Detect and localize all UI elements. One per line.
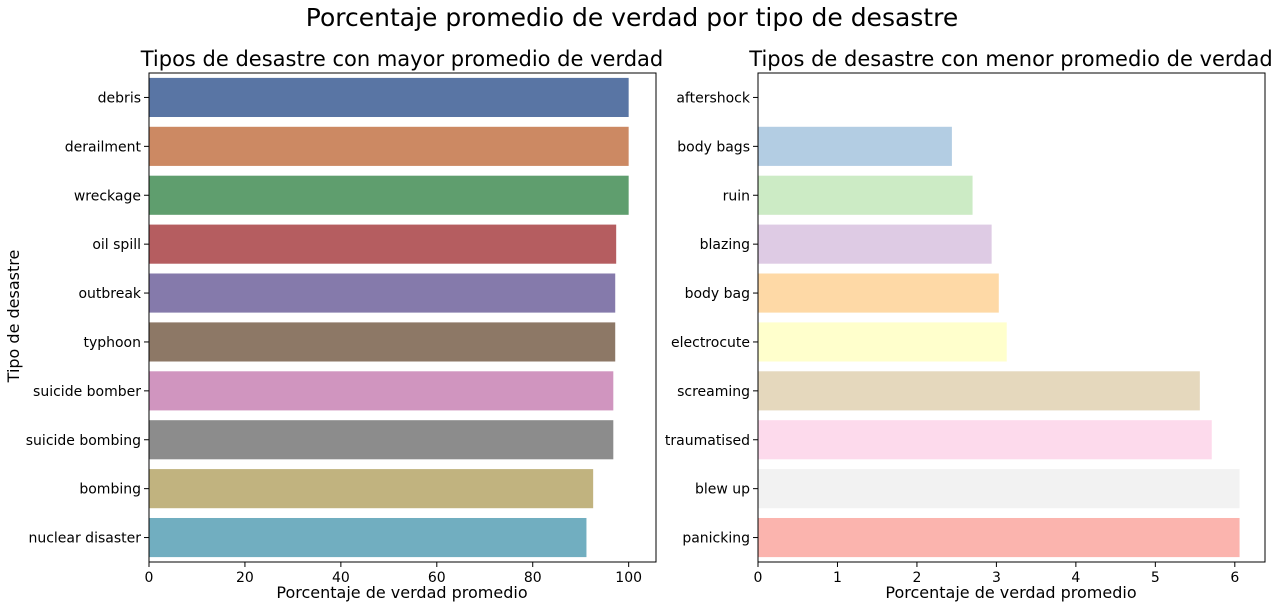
x-tick-label: 5 [1151,570,1160,586]
x-tick-label: 20 [236,570,254,586]
y-axis-label: Tipo de desastre [4,250,23,384]
chart-panel-lowest: Tipos de desastre con menor promedio de … [665,47,1272,602]
chart-panel-highest: Tipos de desastre con mayor promedio de … [4,47,663,602]
bar [758,517,1240,558]
x-tick-label: 60 [428,570,446,586]
x-tick-label: 6 [1230,570,1239,586]
bar [758,224,992,264]
category-label: debris [98,90,141,106]
category-label: body bag [685,286,750,302]
bar [758,273,999,313]
bar [149,175,629,215]
x-axis-ticks: 0 1 2 3 4 5 6 [754,562,1239,586]
x-tick-label: 40 [332,570,350,586]
plot-frame [757,72,1266,563]
category-label: nuclear disaster [28,531,141,547]
category-label: outbreak [78,286,141,302]
bar [149,322,616,362]
figure-suptitle: Porcentaje promedio de verdad por tipo d… [306,3,958,32]
x-axis-label: Porcentaje de verdad promedio [276,583,527,602]
bar [758,175,973,215]
x-axis-ticks: 0 20 40 60 80 100 [145,562,642,586]
x-tick-label: 0 [145,570,154,586]
x-tick-label: 3 [992,570,1001,586]
category-label: blew up [695,482,750,498]
x-tick-label: 0 [754,570,763,586]
plot-frame [148,72,657,563]
bar [149,77,629,118]
x-tick-label: 1 [833,570,842,586]
bar-marks [149,77,629,558]
y-tick-labels: debris derailment wreckage oil spill outbrea… [26,90,149,547]
bar [149,371,614,411]
bar [149,517,587,558]
x-tick-label: 100 [615,570,642,586]
bar [149,469,594,509]
bar [149,420,614,460]
y-tick-labels: aftershock body bags ruin blazing body bag el… [665,90,758,547]
category-label: typhoon [83,335,141,351]
chart-title: Tipos de desastre con mayor promedio de … [140,47,664,71]
bar [149,126,629,166]
category-label: aftershock [676,90,751,106]
category-label: screaming [677,384,750,400]
category-label: oil spill [92,237,141,253]
chart-title: Tipos de desastre con menor promedio de … [748,47,1272,71]
category-label: wreckage [74,188,141,204]
bar [758,371,1200,411]
x-tick-label: 4 [1071,570,1080,586]
bar-marks [758,126,1240,558]
category-label: suicide bombing [26,433,141,449]
x-axis-label: Porcentaje de verdad promedio [885,583,1136,602]
x-tick-label: 80 [524,570,542,586]
bar [758,126,952,166]
category-label: suicide bomber [33,384,141,400]
category-label: body bags [677,139,750,155]
category-label: panicking [682,531,750,547]
category-label: electrocute [671,335,750,351]
bar [758,322,1007,362]
category-label: derailment [65,139,142,155]
category-label: traumatised [665,433,750,449]
bar [149,273,616,313]
bar [758,420,1212,460]
category-label: ruin [723,188,750,204]
bar [149,224,617,264]
x-tick-label: 2 [912,570,921,586]
category-label: blazing [700,237,750,253]
category-label: bombing [79,482,141,498]
bar [758,469,1240,509]
